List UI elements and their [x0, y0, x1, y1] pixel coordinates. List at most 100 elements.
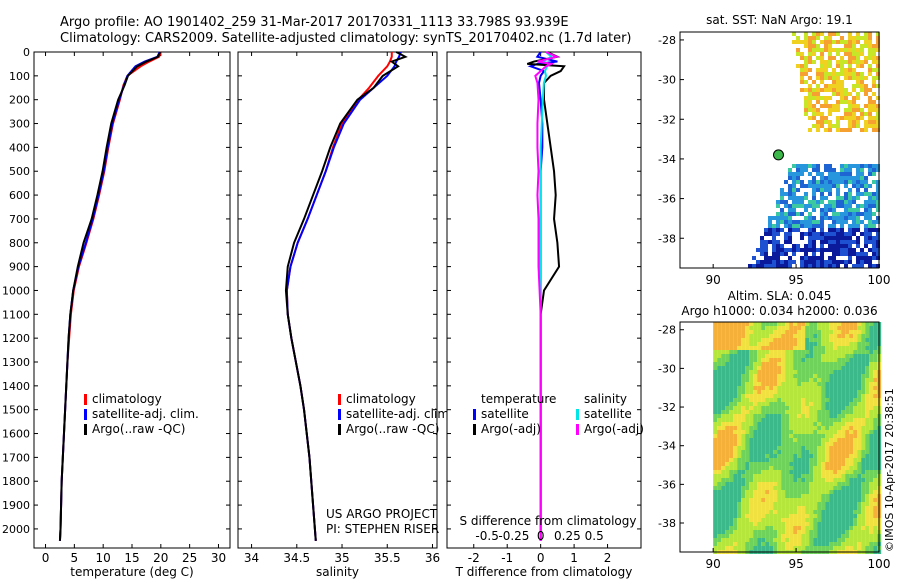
map-cell [861, 386, 866, 390]
map-cell [753, 370, 758, 374]
map-cell [725, 518, 730, 522]
map-cell [873, 418, 878, 422]
map-cell [729, 478, 734, 482]
map-cell [801, 414, 806, 418]
map-cell [769, 526, 774, 530]
map-cell [861, 422, 866, 426]
map-cell [873, 446, 878, 450]
map-cell [841, 430, 846, 434]
map-cell [844, 260, 848, 264]
map-cell [713, 446, 718, 450]
map-cell [745, 506, 750, 510]
map-cell [828, 180, 832, 184]
map-cell [844, 176, 848, 180]
map-cell [777, 518, 782, 522]
map-cell [868, 96, 872, 100]
map-cell [765, 338, 770, 342]
map-cell [713, 506, 718, 510]
map-cell [741, 514, 746, 518]
map-cell [829, 366, 834, 370]
map-cell [829, 514, 834, 518]
map-cell [777, 326, 782, 330]
map-cell [749, 546, 754, 550]
map-cell [801, 526, 806, 530]
map-cell [792, 224, 796, 228]
map-cell [829, 470, 834, 474]
map-cell [749, 402, 754, 406]
map-cell [781, 334, 786, 338]
map-cell [769, 354, 774, 358]
map-cell [812, 248, 816, 252]
map-cell [809, 438, 814, 442]
map-cell [765, 394, 770, 398]
map-cell [745, 462, 750, 466]
map-cell [745, 346, 750, 350]
map-cell [824, 84, 828, 88]
map-cell [840, 212, 844, 216]
map-cell [829, 334, 834, 338]
map-cell [721, 462, 726, 466]
map-cell [717, 406, 722, 410]
map-cell [813, 526, 818, 530]
legend-swatch [338, 409, 341, 420]
map-cell [737, 334, 742, 338]
map-cell [757, 462, 762, 466]
map-cell [812, 180, 816, 184]
map-cell [829, 522, 834, 526]
map-cell [873, 482, 878, 486]
map-cell [721, 430, 726, 434]
map-cell [793, 474, 798, 478]
map-cell [788, 248, 792, 252]
map-cell [737, 406, 742, 410]
map-cell [765, 454, 770, 458]
map-cell [857, 498, 862, 502]
map-cell [840, 260, 844, 264]
map-cell [713, 442, 718, 446]
map-cell [741, 474, 746, 478]
map-cell [729, 338, 734, 342]
map-cell [817, 414, 822, 418]
map-cell [861, 502, 866, 506]
map-cell [857, 322, 862, 326]
map-cell [840, 232, 844, 236]
map-cell [841, 514, 846, 518]
map-cell [737, 478, 742, 482]
map-cell [825, 362, 830, 366]
map-cell [821, 410, 826, 414]
map-cell [797, 446, 802, 450]
map-cell [841, 538, 846, 542]
map-cell [828, 188, 832, 192]
map-cell [821, 402, 826, 406]
map-cell [861, 334, 866, 338]
map-cell [713, 426, 718, 430]
map-cell [721, 530, 726, 534]
map-cell [865, 354, 870, 358]
map-cell [745, 446, 750, 450]
map-cell [760, 244, 764, 248]
map-cell [737, 522, 742, 526]
map-cell [769, 522, 774, 526]
map-cell [737, 474, 742, 478]
map-cell [717, 538, 722, 542]
map-cell [717, 330, 722, 334]
map-cell [840, 60, 844, 64]
x-tick-label: 1 [570, 551, 578, 565]
map-cell [808, 172, 812, 176]
map-cell [733, 354, 738, 358]
map-cell [797, 338, 802, 342]
map-cell [800, 224, 804, 228]
map-cell [841, 450, 846, 454]
map-cell [824, 176, 828, 180]
map-cell [872, 256, 876, 260]
map-cell [741, 482, 746, 486]
map-cell [841, 490, 846, 494]
map-cell [733, 366, 738, 370]
map-cell [861, 546, 866, 550]
map-cell [781, 322, 786, 326]
map-cell [777, 358, 782, 362]
map-cell [721, 342, 726, 346]
map-cell [804, 112, 808, 116]
map-cell [781, 406, 786, 410]
map-cell [789, 338, 794, 342]
